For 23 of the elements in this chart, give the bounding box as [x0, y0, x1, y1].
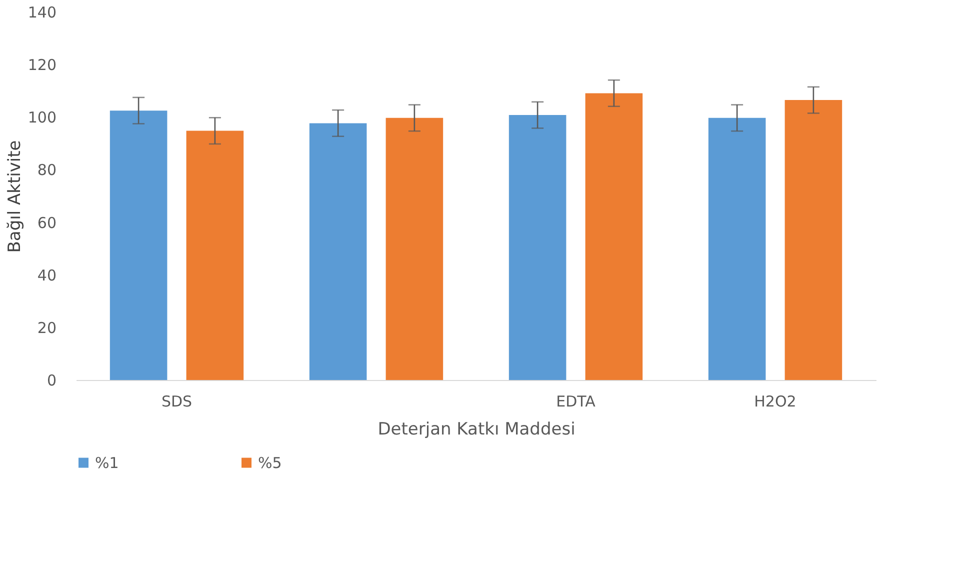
y-tick-label: 80	[37, 161, 56, 180]
legend-label: %1	[95, 454, 119, 472]
x-tick-label: H2O2	[754, 392, 796, 410]
x-axis-title: Deterjan Katkı Maddesi	[378, 420, 576, 440]
bar	[708, 118, 766, 380]
y-tick-label: 100	[28, 108, 56, 127]
y-tick-label: 60	[37, 214, 56, 232]
y-tick-label: 20	[37, 318, 56, 337]
y-tick-label: 120	[28, 56, 56, 74]
bar	[386, 118, 444, 380]
x-tick-label: EDTA	[556, 392, 596, 410]
bar	[784, 100, 842, 380]
y-axis-title: Bağıl Aktivite	[4, 140, 25, 253]
y-tick-label: 0	[46, 372, 56, 390]
bar	[585, 93, 643, 380]
y-tick-label: 140	[28, 4, 56, 22]
bar	[186, 130, 244, 380]
bar	[508, 115, 566, 380]
legend-label: %5	[258, 454, 282, 472]
x-tick-label: SDS	[161, 392, 192, 410]
bar	[309, 123, 367, 380]
bar	[110, 110, 168, 380]
y-tick-label: 40	[37, 266, 56, 284]
